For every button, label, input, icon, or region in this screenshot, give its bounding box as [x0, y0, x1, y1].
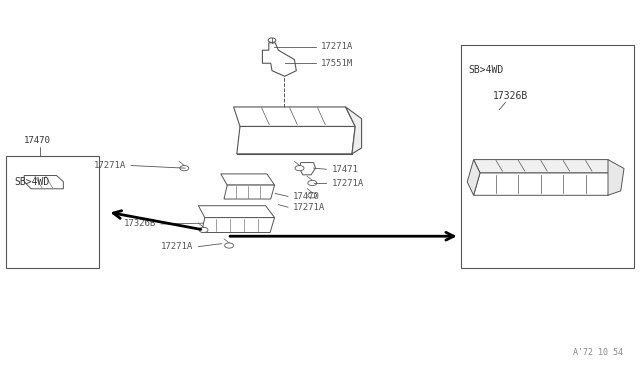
Text: 17471: 17471 — [332, 165, 358, 174]
Polygon shape — [300, 163, 316, 175]
Polygon shape — [24, 176, 63, 189]
Polygon shape — [474, 173, 614, 195]
Circle shape — [199, 227, 208, 232]
Text: 17551M: 17551M — [321, 59, 353, 68]
Circle shape — [308, 193, 317, 198]
Polygon shape — [608, 160, 624, 195]
Circle shape — [225, 243, 234, 248]
Text: 17271A: 17271A — [332, 179, 364, 187]
Circle shape — [308, 180, 317, 186]
Polygon shape — [234, 107, 355, 126]
Text: SB>4WD: SB>4WD — [14, 177, 49, 187]
Text: 17271A: 17271A — [321, 42, 353, 51]
Polygon shape — [237, 126, 355, 154]
Circle shape — [268, 38, 276, 42]
Polygon shape — [202, 218, 275, 232]
Text: 17271A: 17271A — [161, 242, 193, 251]
Text: 17271A: 17271A — [94, 161, 126, 170]
Circle shape — [180, 166, 189, 171]
Text: A'72 10 54: A'72 10 54 — [573, 348, 623, 357]
Polygon shape — [198, 206, 275, 218]
Text: 17470: 17470 — [293, 192, 320, 201]
Text: 17326B: 17326B — [493, 90, 528, 100]
Polygon shape — [262, 43, 296, 76]
Polygon shape — [474, 160, 614, 173]
Text: SB>4WD: SB>4WD — [468, 65, 504, 75]
Circle shape — [295, 166, 304, 171]
Bar — [461, 45, 634, 268]
Bar — [6, 156, 99, 268]
Text: 17470: 17470 — [24, 136, 51, 145]
Polygon shape — [221, 174, 275, 185]
Polygon shape — [467, 160, 480, 195]
Text: 17326B: 17326B — [124, 219, 156, 228]
Text: 17271A: 17271A — [293, 203, 325, 212]
Polygon shape — [224, 185, 275, 199]
Polygon shape — [346, 107, 362, 154]
